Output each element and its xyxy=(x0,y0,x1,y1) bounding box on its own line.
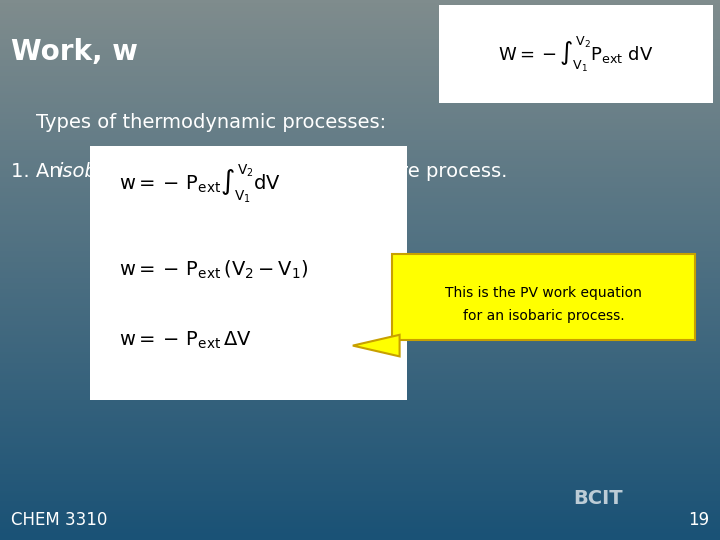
Text: process is a constant pressure process.: process is a constant pressure process. xyxy=(117,162,507,181)
Text: $\mathrm{w = -\,P_{ext}\int_{V_1}^{V_2} dV}$: $\mathrm{w = -\,P_{ext}\int_{V_1}^{V_2} … xyxy=(119,163,280,205)
Text: 19: 19 xyxy=(688,511,709,529)
Text: 1. An: 1. An xyxy=(11,162,68,181)
Text: BCIT: BCIT xyxy=(573,489,622,508)
Text: Types of thermodynamic processes:: Types of thermodynamic processes: xyxy=(36,113,386,132)
Text: for an isobaric process.: for an isobaric process. xyxy=(463,309,624,323)
Text: $\mathrm{W = -\int_{V_1}^{V_2} P_{ext}\ dV}$: $\mathrm{W = -\int_{V_1}^{V_2} P_{ext}\ … xyxy=(498,35,654,73)
Text: $\mathrm{w = -\,P_{ext}\,\Delta V}$: $\mathrm{w = -\,P_{ext}\,\Delta V}$ xyxy=(119,329,252,351)
Text: Work, w: Work, w xyxy=(11,38,138,66)
FancyBboxPatch shape xyxy=(439,5,713,103)
Text: isobaric: isobaric xyxy=(58,162,133,181)
FancyBboxPatch shape xyxy=(392,254,695,340)
Text: This is the PV work equation: This is the PV work equation xyxy=(445,286,642,300)
FancyBboxPatch shape xyxy=(90,146,407,400)
Text: CHEM 3310: CHEM 3310 xyxy=(11,511,107,529)
Text: $\mathrm{w = -\,P_{ext}\,(V_2 - V_1)}$: $\mathrm{w = -\,P_{ext}\,(V_2 - V_1)}$ xyxy=(119,259,308,281)
Polygon shape xyxy=(353,335,400,356)
